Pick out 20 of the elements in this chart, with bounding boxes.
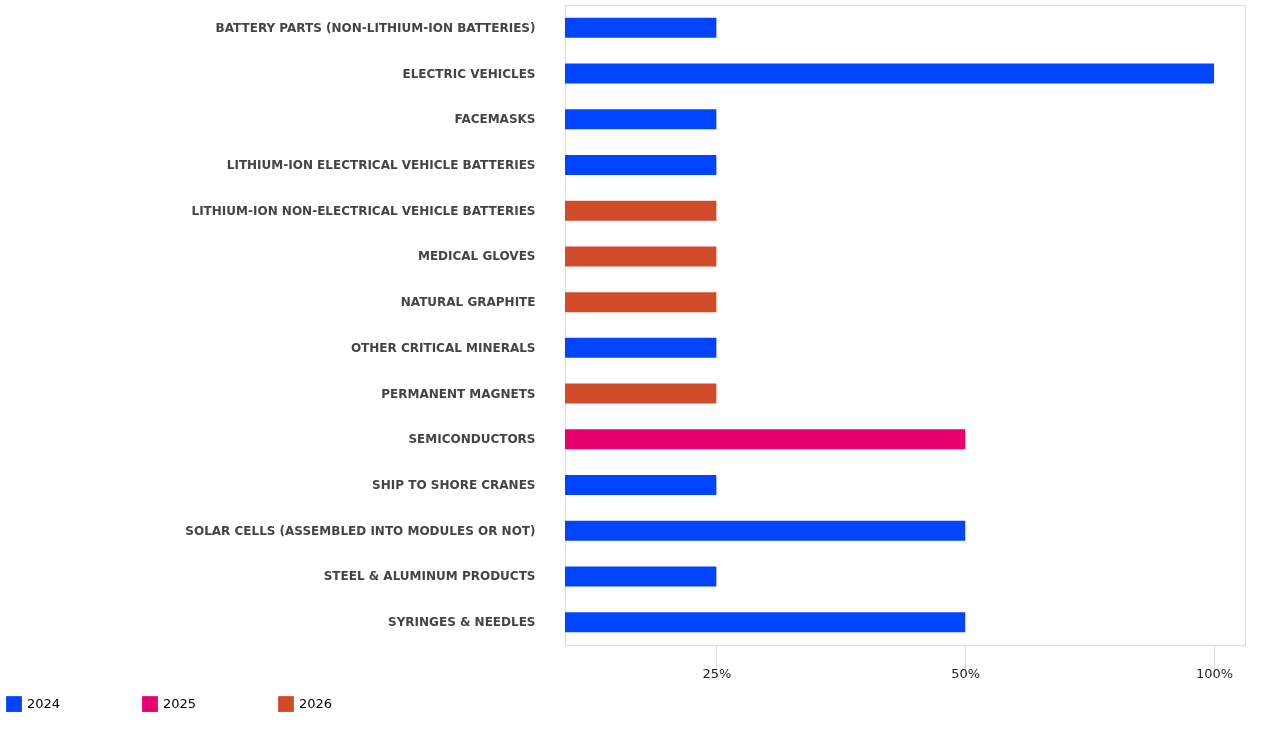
y-tick-label: LITHIUM-ION ELECTRICAL VEHICLE BATTERIES: [226, 158, 536, 172]
y-tick-label: MEDICAL GLOVES: [417, 249, 536, 264]
y-tick-label: BATTERY PARTS (NON-LITHIUM-ION BATTERIES): [215, 20, 536, 35]
y-tick-label: LITHIUM-ION NON-ELECTRICAL VEHICLE BATTERIES: [191, 203, 536, 218]
legend-label: 2024: [27, 696, 61, 712]
y-tick-label: SEMICONDUCTORS: [408, 432, 536, 447]
y-tick-label: NATURAL GRAPHITE: [400, 295, 536, 310]
y-tick-label: STEEL & ALUMINUM PRODUCTS: [323, 569, 536, 584]
y-tick-label: PERMANENT MAGNETS: [381, 386, 536, 401]
y-tick-label: FACEMASKS: [454, 112, 536, 127]
y-tick-label: OTHER CRITICAL MINERALS: [350, 340, 536, 355]
y-tick-label: SOLAR CELLS (ASSEMBLED INTO MODULES OR NOT): [185, 523, 536, 538]
x-tick-label: 100%: [1195, 665, 1234, 681]
legend-label: 2025: [163, 696, 197, 712]
y-tick-label: ELECTRIC VEHICLES: [402, 66, 536, 81]
x-tick-label: 50%: [951, 665, 981, 681]
x-tick-label: 25%: [702, 665, 732, 681]
y-tick-label: SHIP TO SHORE CRANES: [372, 478, 536, 492]
legend-label: 2026: [299, 696, 333, 712]
y-tick-label: SYRINGES & NEEDLES: [388, 615, 536, 630]
